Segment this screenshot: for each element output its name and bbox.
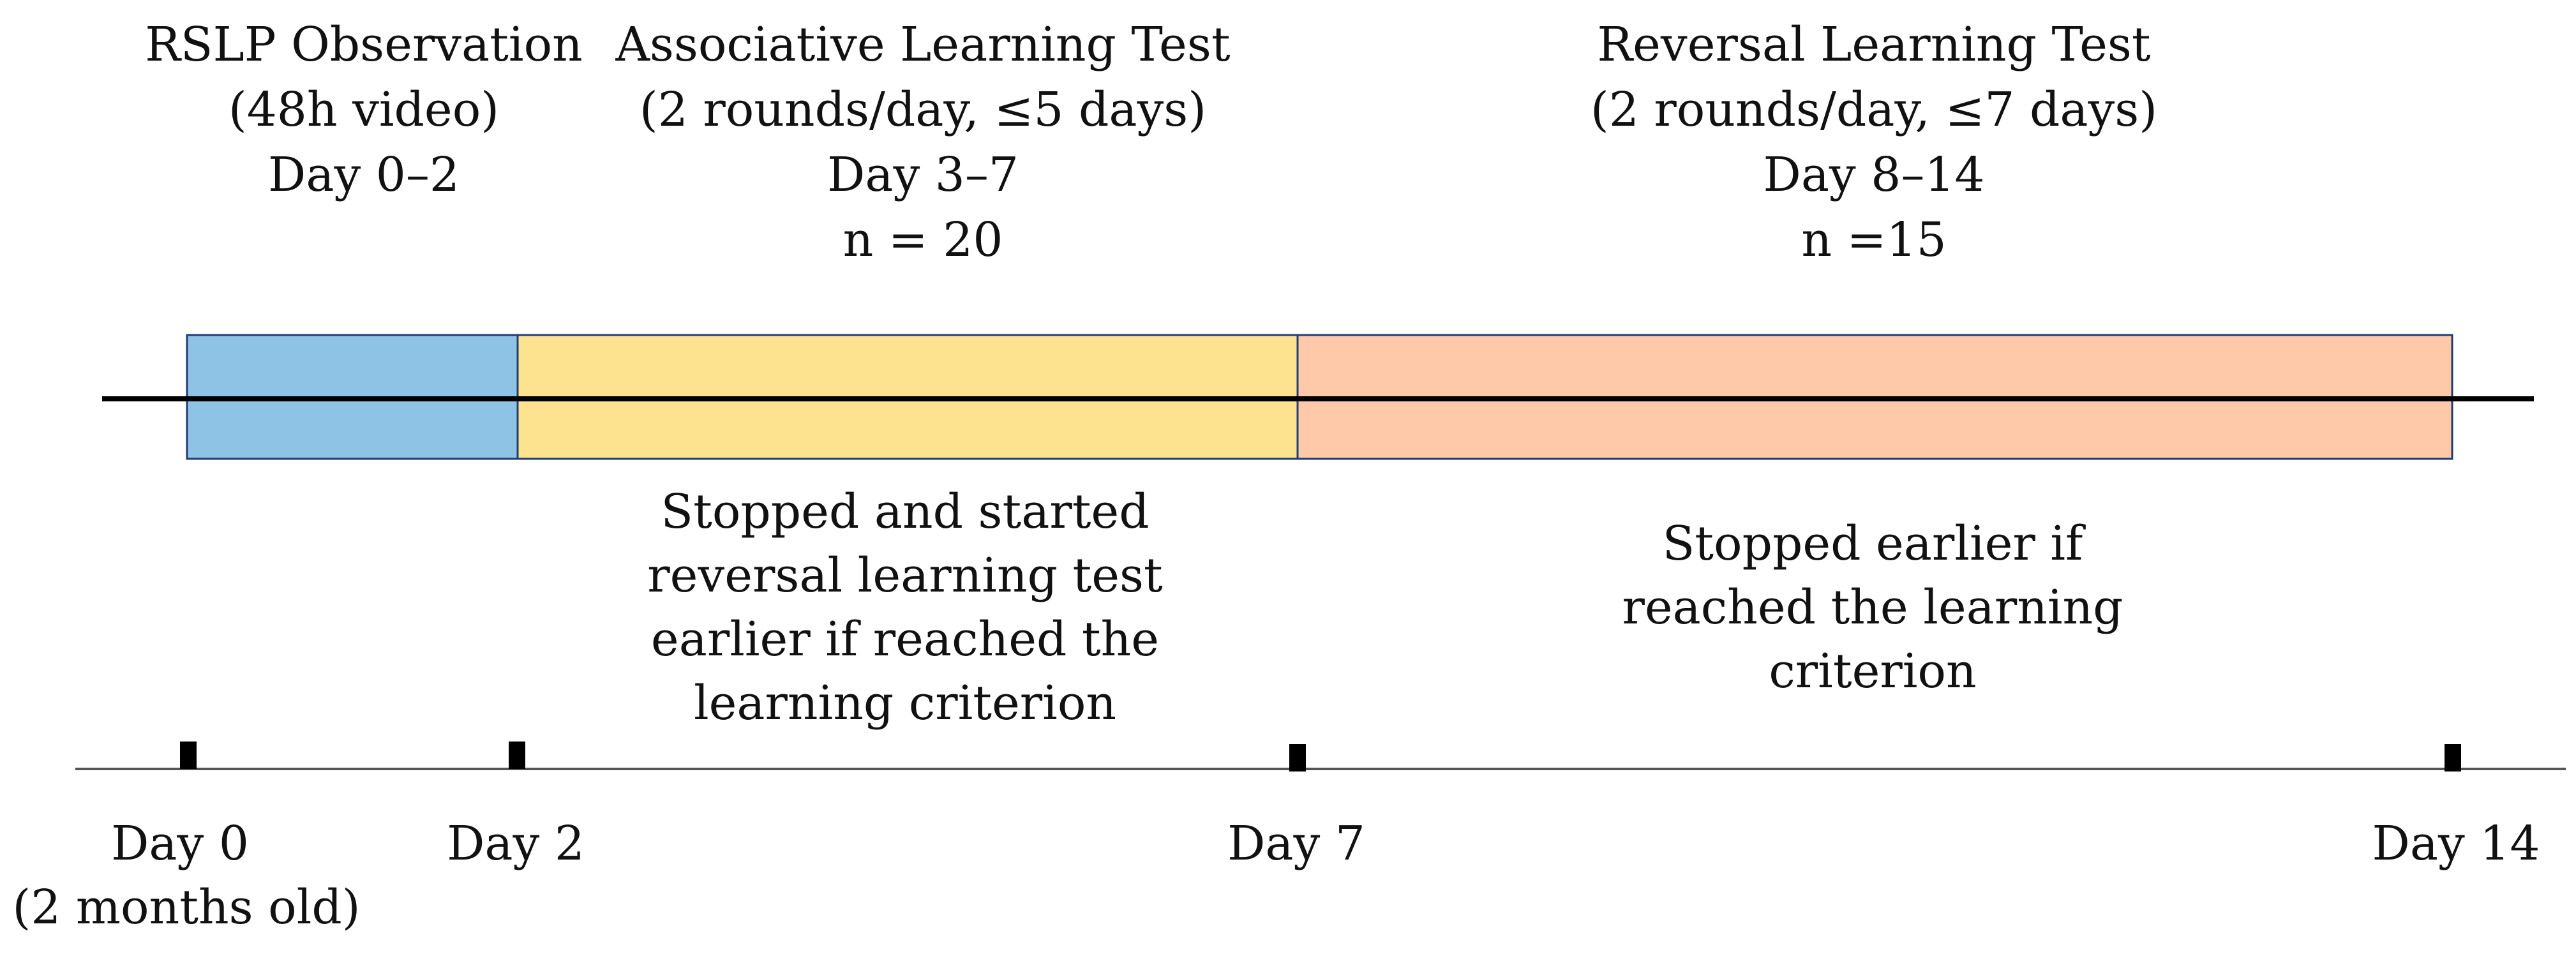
phase-detail: (2 rounds/day, ≤7 days) xyxy=(1591,82,2157,137)
note-line: earlier if reached the xyxy=(651,612,1159,667)
tick-label-day-0: Day 0 xyxy=(111,816,249,871)
phase-title: Associative Learning Test xyxy=(615,17,1230,72)
note-line: reversal learning test xyxy=(647,548,1163,603)
timeline-tick xyxy=(180,742,197,769)
phase-title: RSLP Observation xyxy=(145,17,583,72)
note-line: learning criterion xyxy=(694,676,1116,731)
phase-days: Day 3–7 xyxy=(827,147,1019,202)
phase-title: Reversal Learning Test xyxy=(1597,17,2150,72)
tick-label-day-7: Day 7 xyxy=(1227,816,1365,871)
note-line: Stopped and started xyxy=(661,484,1149,539)
timeline-tick xyxy=(1289,744,1306,771)
phase-detail: (2 rounds/day, ≤5 days) xyxy=(640,82,1206,137)
phase-header-rslp: RSLP Observation (48h video) Day 0–2 xyxy=(145,17,583,202)
timeline-tick xyxy=(509,742,525,769)
phase-note-associative: Stopped and started reversal learning te… xyxy=(647,484,1163,731)
timeline-labels: Day 0 (2 months old) Day 2 Day 7 Day 14 xyxy=(12,816,2540,935)
phase-detail: (48h video) xyxy=(228,82,499,137)
phase-days: Day 8–14 xyxy=(1763,147,1984,202)
phase-sample-size: n =15 xyxy=(1801,212,1946,267)
phase-header-reversal: Reversal Learning Test (2 rounds/day, ≤7… xyxy=(1591,17,2157,267)
tick-label-day-2: Day 2 xyxy=(447,816,585,871)
tick-sublabel-age: (2 months old) xyxy=(12,880,360,935)
note-line: Stopped earlier if xyxy=(1663,516,2086,571)
phase-note-reversal: Stopped earlier if reached the learning … xyxy=(1622,516,2123,699)
tick-label-day-14: Day 14 xyxy=(2372,816,2540,871)
timeline-tick xyxy=(2445,744,2461,771)
note-line: reached the learning xyxy=(1622,580,2123,635)
phase-sample-size: n = 20 xyxy=(843,212,1003,267)
phase-days: Day 0–2 xyxy=(268,147,460,202)
note-line: criterion xyxy=(1769,644,1976,699)
phase-header-associative: Associative Learning Test (2 rounds/day,… xyxy=(615,17,1230,267)
